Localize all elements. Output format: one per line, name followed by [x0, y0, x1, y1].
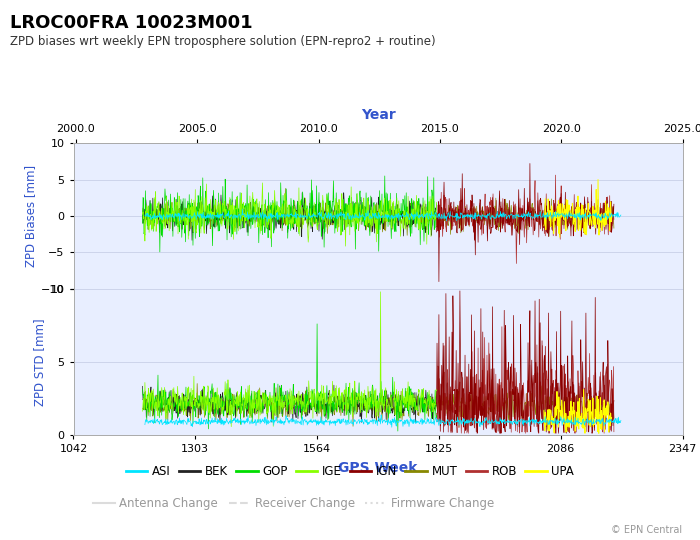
X-axis label: Year: Year	[360, 107, 395, 122]
Text: © EPN Central: © EPN Central	[611, 524, 682, 535]
Legend: ASI, BEK, GOP, IGE, IGN, MUT, ROB, UPA: ASI, BEK, GOP, IGE, IGN, MUT, ROB, UPA	[121, 461, 579, 483]
Y-axis label: ZPD Biases [mm]: ZPD Biases [mm]	[24, 165, 37, 267]
Text: LROC00FRA 10023M001: LROC00FRA 10023M001	[10, 14, 253, 31]
X-axis label: GPS Week: GPS Week	[338, 461, 418, 475]
Text: ZPD biases wrt weekly EPN troposphere solution (EPN-repro2 + routine): ZPD biases wrt weekly EPN troposphere so…	[10, 35, 436, 48]
Y-axis label: ZPD STD [mm]: ZPD STD [mm]	[34, 318, 46, 406]
Legend: Antenna Change, Receiver Change, Firmware Change: Antenna Change, Receiver Change, Firmwar…	[89, 493, 499, 515]
